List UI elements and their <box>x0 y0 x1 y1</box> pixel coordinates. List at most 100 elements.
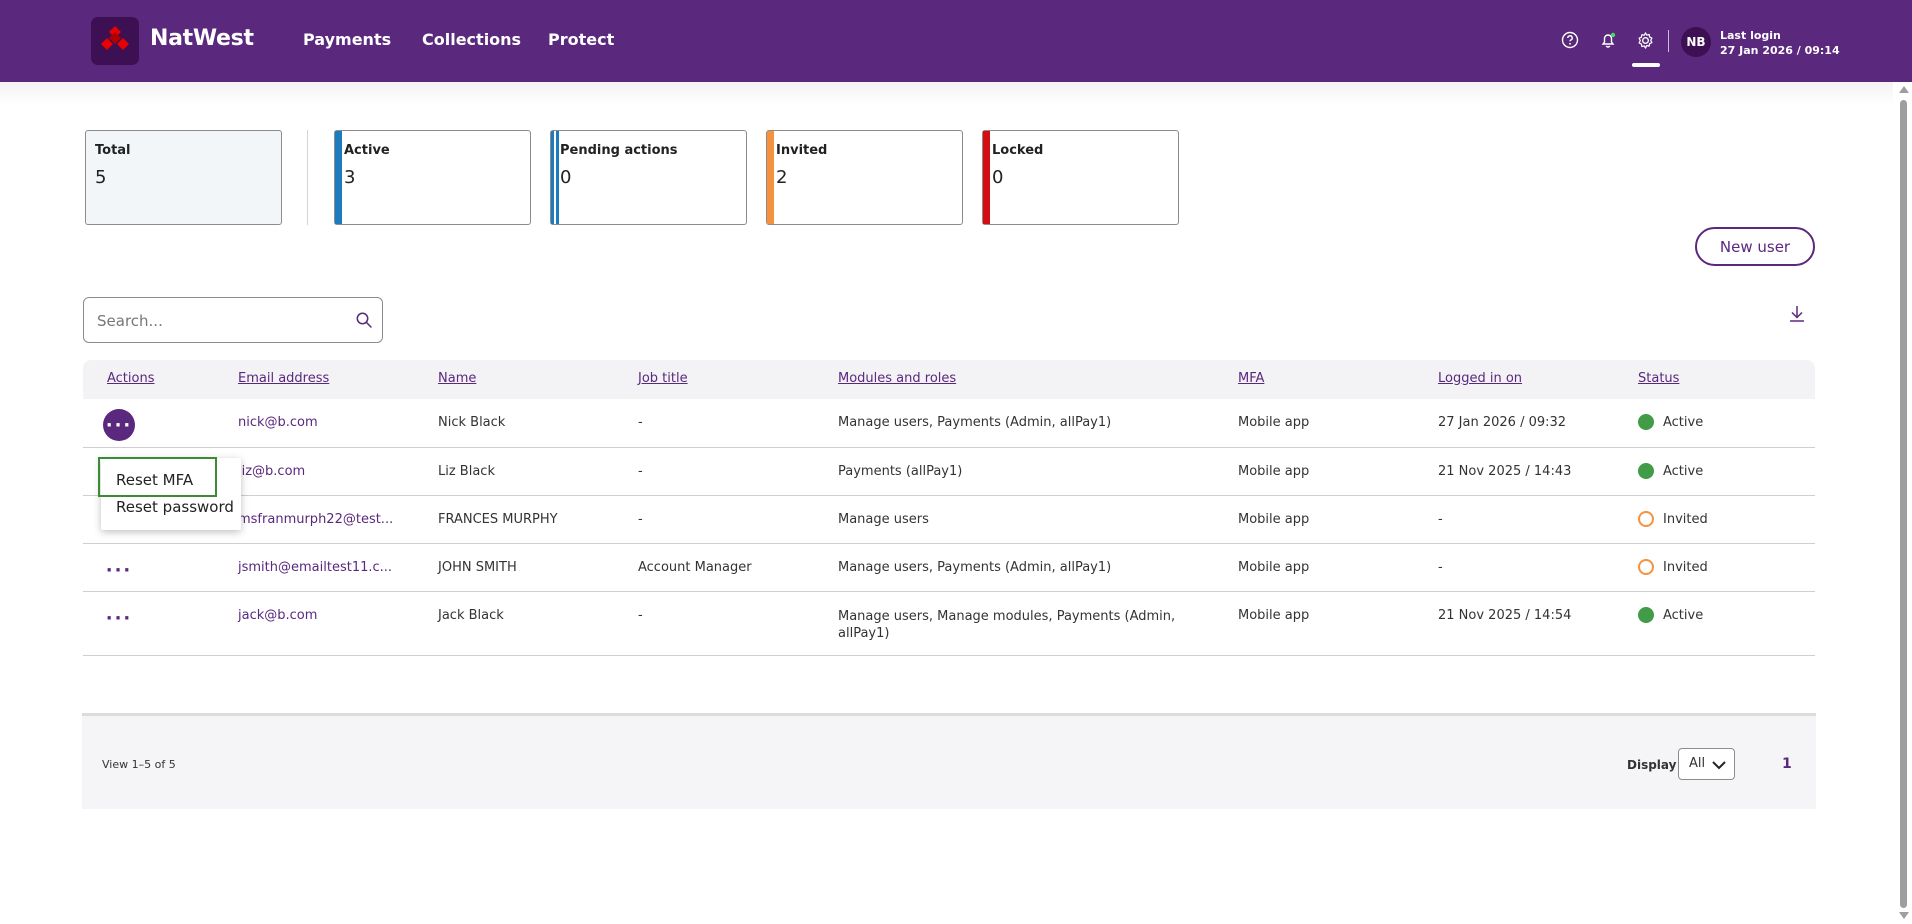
stat-label: Active <box>344 143 390 158</box>
stat-label: Pending actions <box>560 143 678 158</box>
status-invited-icon <box>1638 559 1654 575</box>
stat-label: Total <box>95 143 131 158</box>
row-email[interactable]: msfranmurph22@test... <box>238 512 394 527</box>
row-mfa: Mobile app <box>1238 464 1310 479</box>
row-actions-button[interactable]: ··· <box>105 607 133 629</box>
row-status: Active <box>1663 415 1704 430</box>
nav-payments[interactable]: Payments <box>303 30 392 49</box>
status-active-icon <box>1638 463 1654 479</box>
row-logged-in: - <box>1438 560 1443 575</box>
active-tab-indicator <box>1632 63 1660 67</box>
table-row: msfranmurph22@test... FRANCES MURPHY - M… <box>83 496 1815 544</box>
row-name: JOHN SMITH <box>438 560 517 575</box>
chevron-down-icon <box>1712 761 1726 770</box>
row-modules: Manage users, Payments (Admin, allPay1) <box>838 560 1112 575</box>
row-modules: Manage users, Payments (Admin, allPay1) <box>838 415 1112 430</box>
row-mfa: Mobile app <box>1238 560 1310 575</box>
column-header-status[interactable]: Status <box>1638 371 1680 386</box>
column-header-modules[interactable]: Modules and roles <box>838 371 957 386</box>
last-login-label: Last login <box>1720 29 1781 42</box>
top-header: NatWest Payments Collections Protect NB … <box>0 0 1912 82</box>
stat-label: Invited <box>776 143 828 158</box>
natwest-logo[interactable] <box>91 17 139 65</box>
stat-value: 0 <box>560 167 572 188</box>
status-active-icon <box>1638 414 1654 430</box>
help-icon[interactable] <box>1559 29 1581 51</box>
row-logged-in: 21 Nov 2025 / 14:54 <box>1438 608 1572 623</box>
row-email[interactable]: liz@b.com <box>238 464 306 479</box>
row-actions-button[interactable]: ··· <box>103 409 135 441</box>
stat-card-pending-actions[interactable]: Pending actions 0 <box>550 130 747 225</box>
row-email[interactable]: jack@b.com <box>238 608 318 623</box>
stat-card-active[interactable]: Active 3 <box>334 130 531 225</box>
stat-color-bar <box>983 131 990 224</box>
page-number[interactable]: 1 <box>1782 756 1792 772</box>
row-logged-in: - <box>1438 512 1443 527</box>
stat-card-total[interactable]: Total 5 <box>85 130 282 225</box>
column-header-job-title[interactable]: Job title <box>638 371 688 386</box>
nav-protect[interactable]: Protect <box>548 30 615 49</box>
stat-value: 5 <box>95 167 107 188</box>
row-status: Active <box>1663 464 1704 479</box>
row-actions-menu: Reset MFA Reset password <box>98 457 241 530</box>
row-modules: Manage users <box>838 512 929 527</box>
focus-highlight <box>98 457 217 497</box>
view-count: View 1–5 of 5 <box>102 758 176 771</box>
row-mfa: Mobile app <box>1238 512 1310 527</box>
nav-collections[interactable]: Collections <box>422 30 522 49</box>
stats-divider <box>307 130 308 225</box>
row-actions-button[interactable]: ··· <box>105 559 133 581</box>
stat-value: 2 <box>776 167 788 188</box>
row-job-title: Account Manager <box>638 560 752 575</box>
row-email[interactable]: nick@b.com <box>238 415 318 430</box>
stat-color-bar <box>556 131 559 224</box>
table-row: ··· jsmith@emailtest11.c... JOHN SMITH A… <box>83 544 1815 592</box>
row-modules: Payments (allPay1) <box>838 464 963 479</box>
scrollbar-thumb[interactable] <box>1900 100 1907 908</box>
new-user-button[interactable]: New user <box>1695 227 1815 266</box>
column-header-email[interactable]: Email address <box>238 371 330 386</box>
row-name: FRANCES MURPHY <box>438 512 558 527</box>
header-divider <box>1668 30 1669 52</box>
menu-item-reset-password[interactable]: Reset password <box>116 498 234 516</box>
row-status: Active <box>1663 608 1704 623</box>
status-active-icon <box>1638 607 1654 623</box>
column-header-mfa[interactable]: MFA <box>1238 371 1265 386</box>
bell-icon[interactable] <box>1597 29 1619 51</box>
scroll-down-arrow[interactable] <box>1899 912 1909 919</box>
column-header-name[interactable]: Name <box>438 371 477 386</box>
display-select-value: All <box>1689 756 1706 771</box>
gear-icon[interactable] <box>1634 29 1656 51</box>
row-job-title: - <box>638 608 643 623</box>
row-job-title: - <box>638 415 643 430</box>
download-icon[interactable] <box>1786 303 1808 325</box>
stat-color-bar <box>767 131 774 224</box>
stat-color-bar <box>335 131 342 224</box>
search-input[interactable] <box>97 310 337 332</box>
table-row: ··· jack@b.com Jack Black - Manage users… <box>83 592 1815 656</box>
table-header: Actions Email address Name Job title Mod… <box>83 360 1815 399</box>
display-label: Display <box>1627 758 1677 772</box>
stat-value: 3 <box>344 167 356 188</box>
search-box <box>83 297 383 343</box>
row-job-title: - <box>638 464 643 479</box>
row-name: Liz Black <box>438 464 495 479</box>
row-logged-in: 21 Nov 2025 / 14:43 <box>1438 464 1572 479</box>
row-status: Invited <box>1663 560 1708 575</box>
column-header-logged-in[interactable]: Logged in on <box>1438 371 1523 386</box>
row-email[interactable]: jsmith@emailtest11.c... <box>238 560 393 575</box>
stat-card-invited[interactable]: Invited 2 <box>766 130 963 225</box>
status-invited-icon <box>1638 511 1654 527</box>
row-mfa: Mobile app <box>1238 415 1310 430</box>
scroll-up-arrow[interactable] <box>1899 86 1909 93</box>
stat-card-locked[interactable]: Locked 0 <box>982 130 1179 225</box>
row-name: Jack Black <box>438 608 504 623</box>
brand-name: NatWest <box>150 26 254 51</box>
natwest-logo-icon <box>101 26 129 50</box>
stat-label: Locked <box>992 143 1044 158</box>
menu-item-reset-mfa[interactable]: Reset MFA <box>116 471 194 489</box>
avatar[interactable]: NB <box>1681 27 1711 57</box>
column-header-actions[interactable]: Actions <box>107 371 155 386</box>
display-select[interactable]: All <box>1678 748 1735 780</box>
search-icon[interactable] <box>355 311 373 329</box>
